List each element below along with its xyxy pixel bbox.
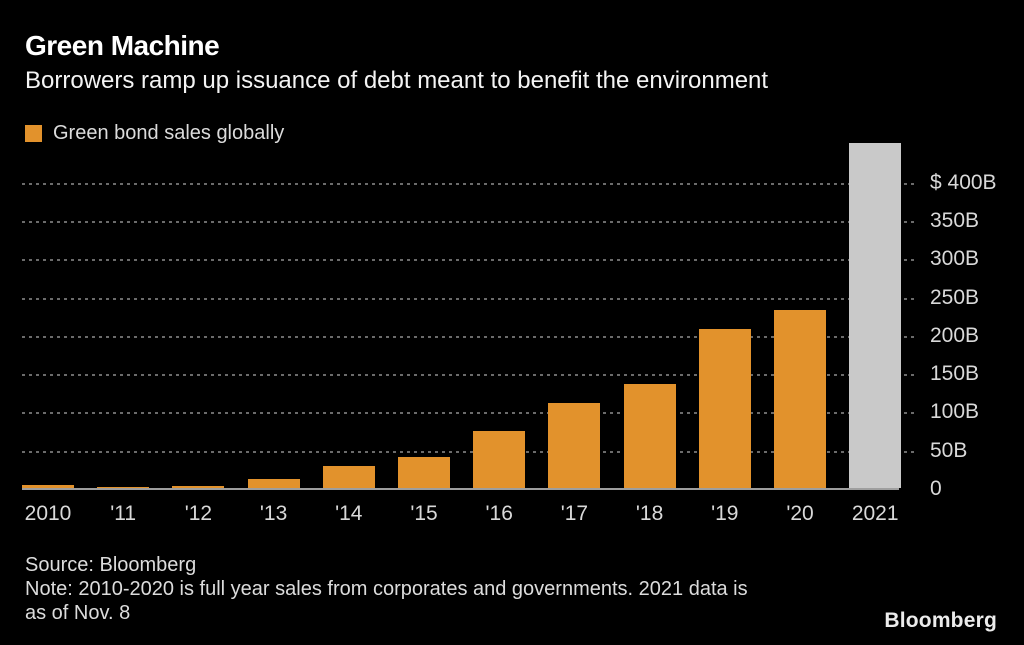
legend-label: Green bond sales globally [53,122,285,144]
gridline-150 [22,374,918,377]
bar-2010 [22,484,74,488]
x-axis-tick-label: '18 [635,502,664,525]
y-axis-tick-label: 300B [930,247,980,271]
x-axis-tick-label: '13 [259,502,288,525]
bar-13 [247,478,300,488]
gridline-400 [22,182,918,185]
bar-2021 [849,143,902,488]
gridline-250 [22,297,918,300]
bar-18 [623,383,676,488]
bar-11 [97,486,150,488]
bloomberg-logo: Bloomberg [884,609,997,632]
bar-12 [172,485,225,488]
note-text-line1: Note: 2010-2020 is full year sales from … [25,578,748,600]
bar-20 [774,310,826,488]
y-axis-tick-label: 100B [930,400,980,424]
x-axis-tick-label: 2010 [24,502,72,525]
x-axis-tick-label: '17 [560,502,589,525]
bar-19 [698,328,751,488]
bar-17 [548,402,601,488]
footer: Source: Bloomberg Note: 2010-2020 is ful… [25,553,865,625]
legend: Green bond sales globally [25,122,284,145]
y-axis-tick-label: $ 400B [930,170,997,194]
y-axis-tick-label: 0 [930,477,942,500]
gridline-350 [22,220,918,223]
note-text-line2: as of Nov. 8 [25,602,131,624]
x-axis-tick-label: '20 [786,502,814,525]
gridline-100 [22,412,918,415]
x-axis-tick-label: '12 [184,502,213,525]
page-subtitle: Borrowers ramp up issuance of debt meant… [25,67,769,94]
bar-15 [398,457,450,488]
x-axis-tick-label: '16 [485,502,513,525]
bar-14 [322,465,375,488]
x-axis-line [22,488,899,490]
y-axis-tick-label: 350B [930,208,980,232]
x-axis-tick-label: '15 [410,502,438,525]
gridline-50 [22,450,918,453]
gridline-300 [22,259,918,262]
gridline-200 [22,335,918,338]
y-axis-tick-label: 200B [930,323,980,347]
y-axis-tick-label: 250B [930,285,980,309]
plot-area: $ 400B 350B 300B 250B 200B 150B 100B 50B 0 2010 '1… [22,140,1024,525]
y-axis-tick-label: 50B [930,438,968,462]
legend-swatch-icon [25,125,42,142]
bar-16 [473,430,526,488]
x-axis-tick-label: '14 [335,502,363,525]
source-text: Source: Bloomberg [25,554,197,576]
x-axis-tick-label: '11 [110,502,137,525]
y-axis-tick-label: 150B [930,362,980,386]
page-title: Green Machine [25,30,220,61]
x-axis-tick-label: '19 [711,502,739,525]
x-axis-tick-label: 2021 [851,502,899,525]
